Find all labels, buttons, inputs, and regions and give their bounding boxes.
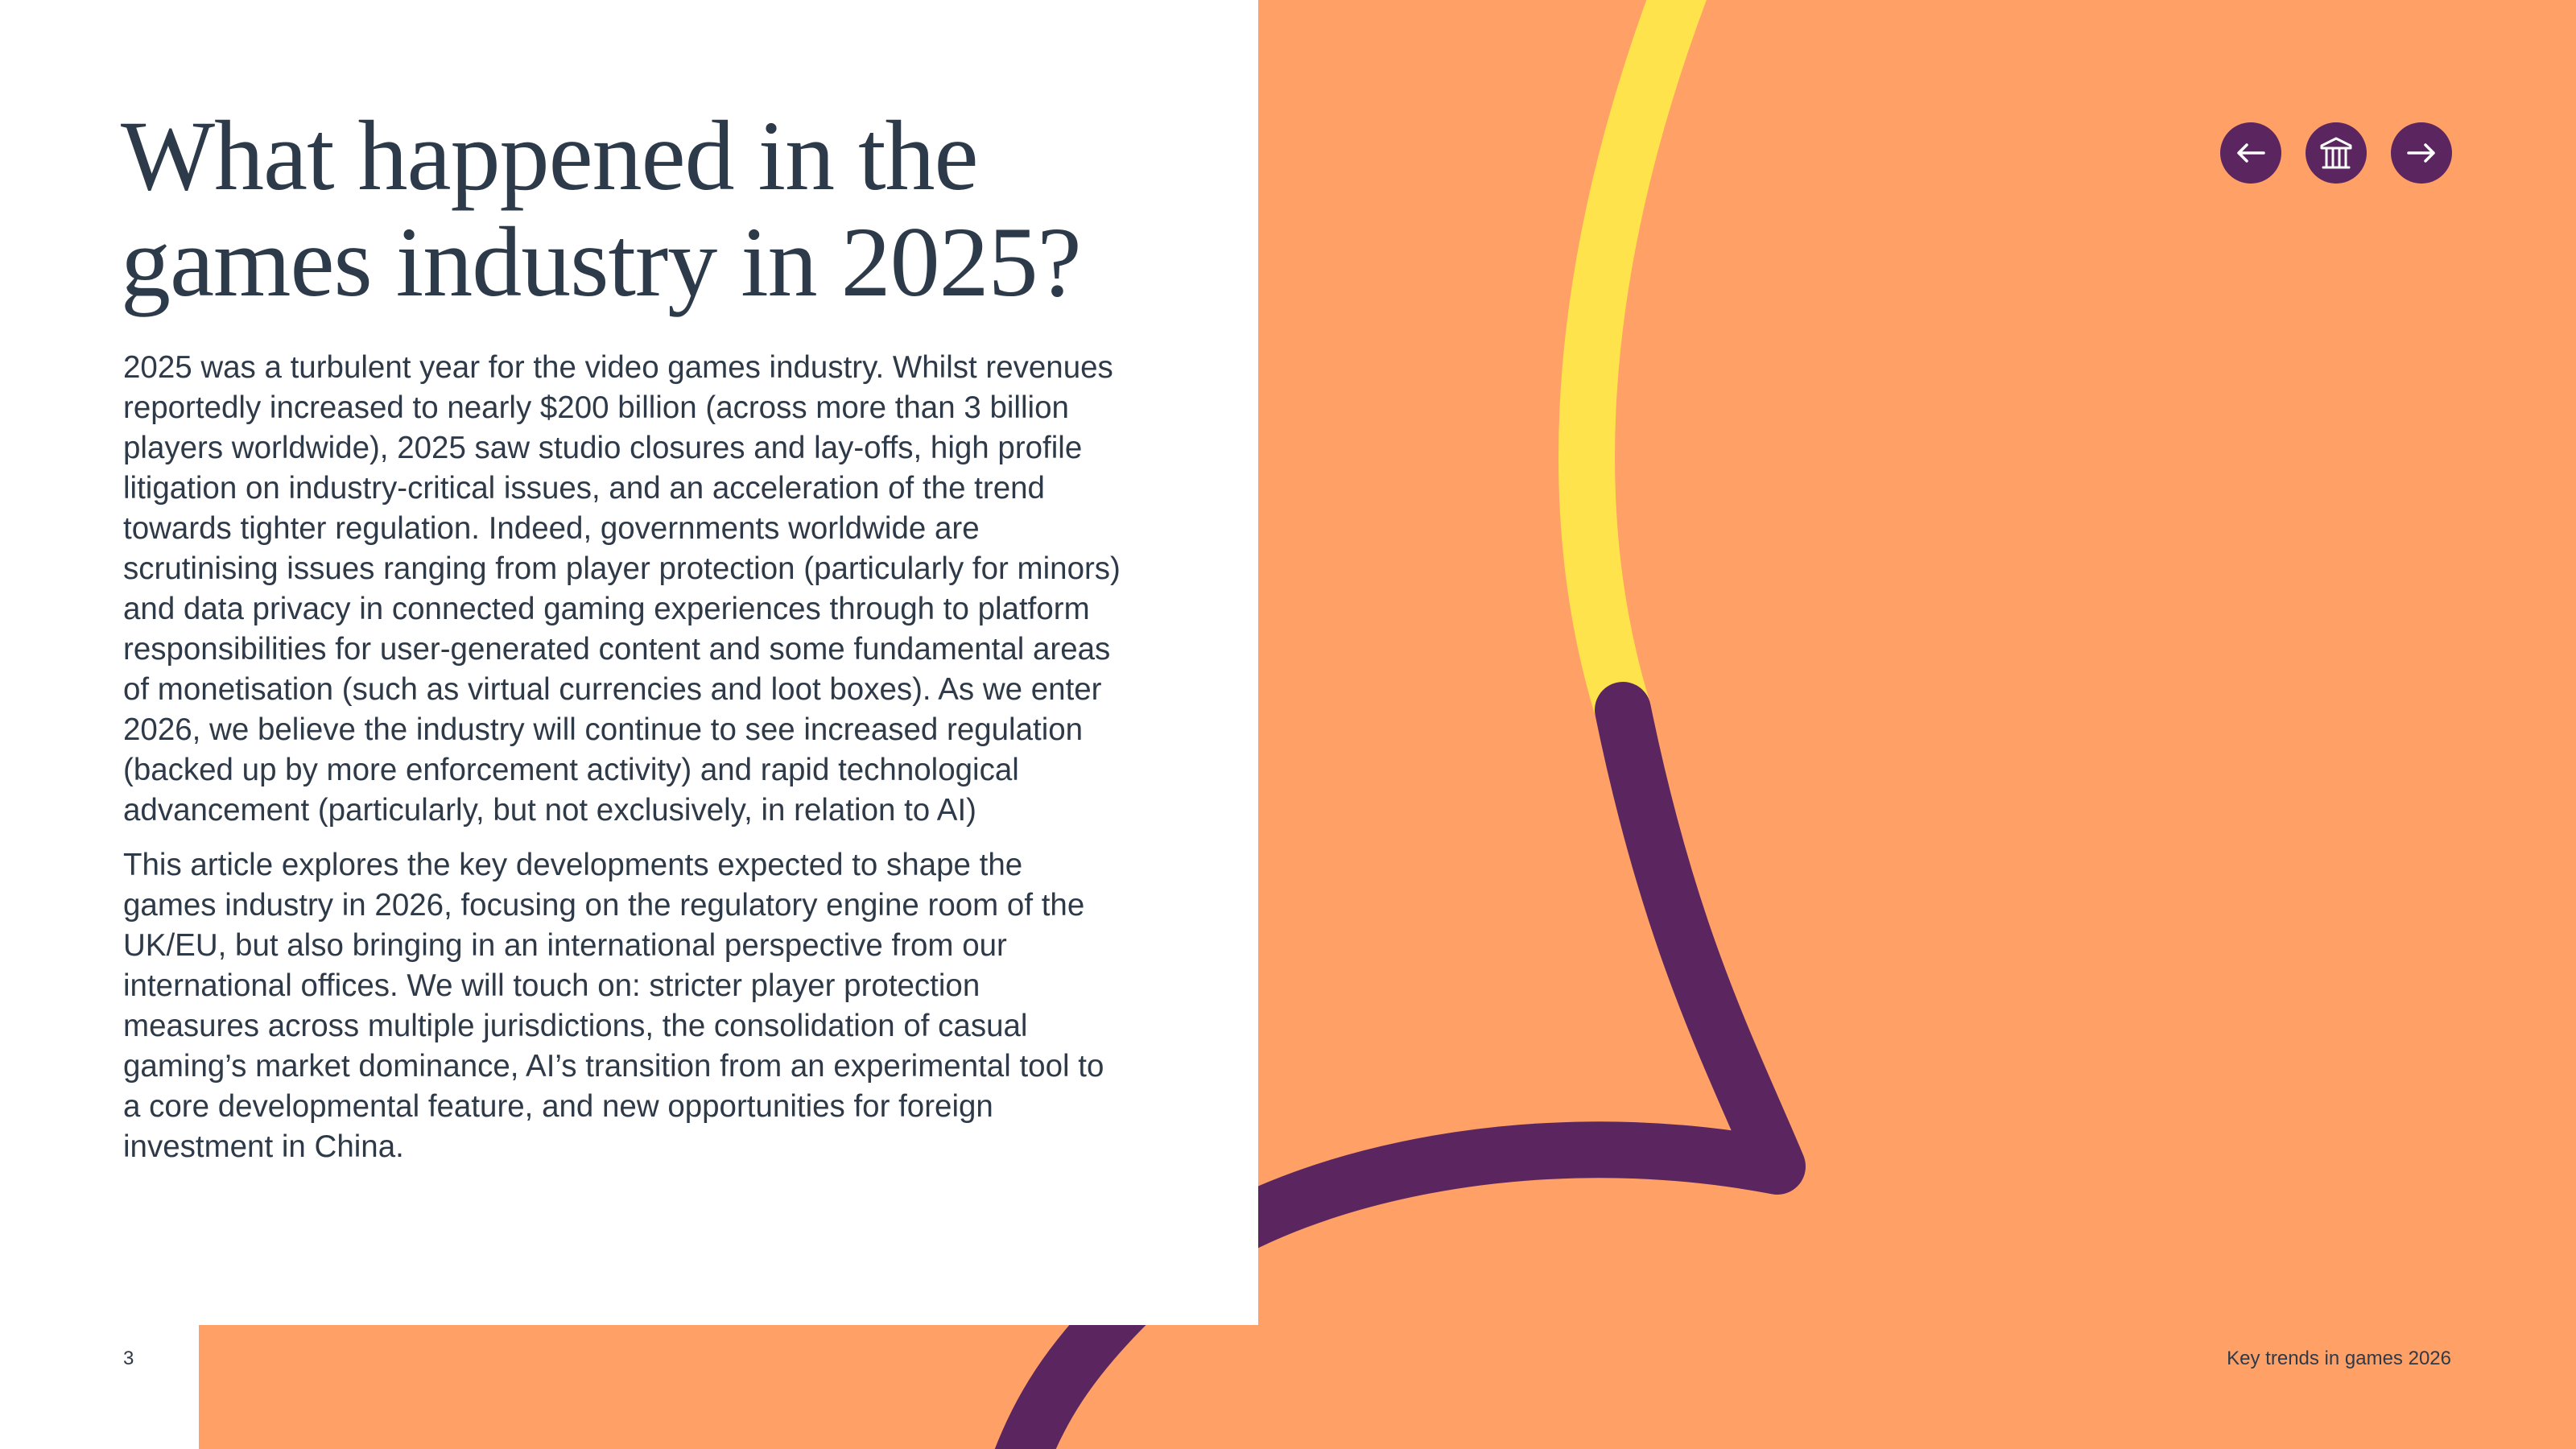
paragraph-scope: This article explores the key developmen… — [123, 848, 1104, 1164]
content-panel — [0, 0, 1258, 1325]
paragraph-intro: 2025 was a turbulent year for the video … — [123, 350, 1121, 828]
arrow-left-icon — [2237, 143, 2265, 163]
purple-curve — [994, 682, 1806, 1449]
previous-page-button[interactable] — [2220, 122, 2281, 184]
navigation — [2220, 122, 2452, 184]
article: What happened in the games industry in 2… — [121, 103, 1199, 1182]
document-title: Key trends in games 2026 — [2227, 1348, 2451, 1369]
page-number: 3 — [123, 1348, 134, 1369]
institution-icon — [2320, 137, 2352, 169]
home-button[interactable] — [2306, 122, 2367, 184]
article-body: 2025 was a turbulent year for the video … — [123, 348, 1121, 1182]
yellow-curve — [1558, 0, 1707, 738]
arrow-right-icon — [2407, 143, 2435, 163]
page-title: What happened in the games industry in 2… — [121, 101, 1082, 317]
next-page-button[interactable] — [2391, 122, 2452, 184]
footer-panel — [0, 1325, 199, 1449]
